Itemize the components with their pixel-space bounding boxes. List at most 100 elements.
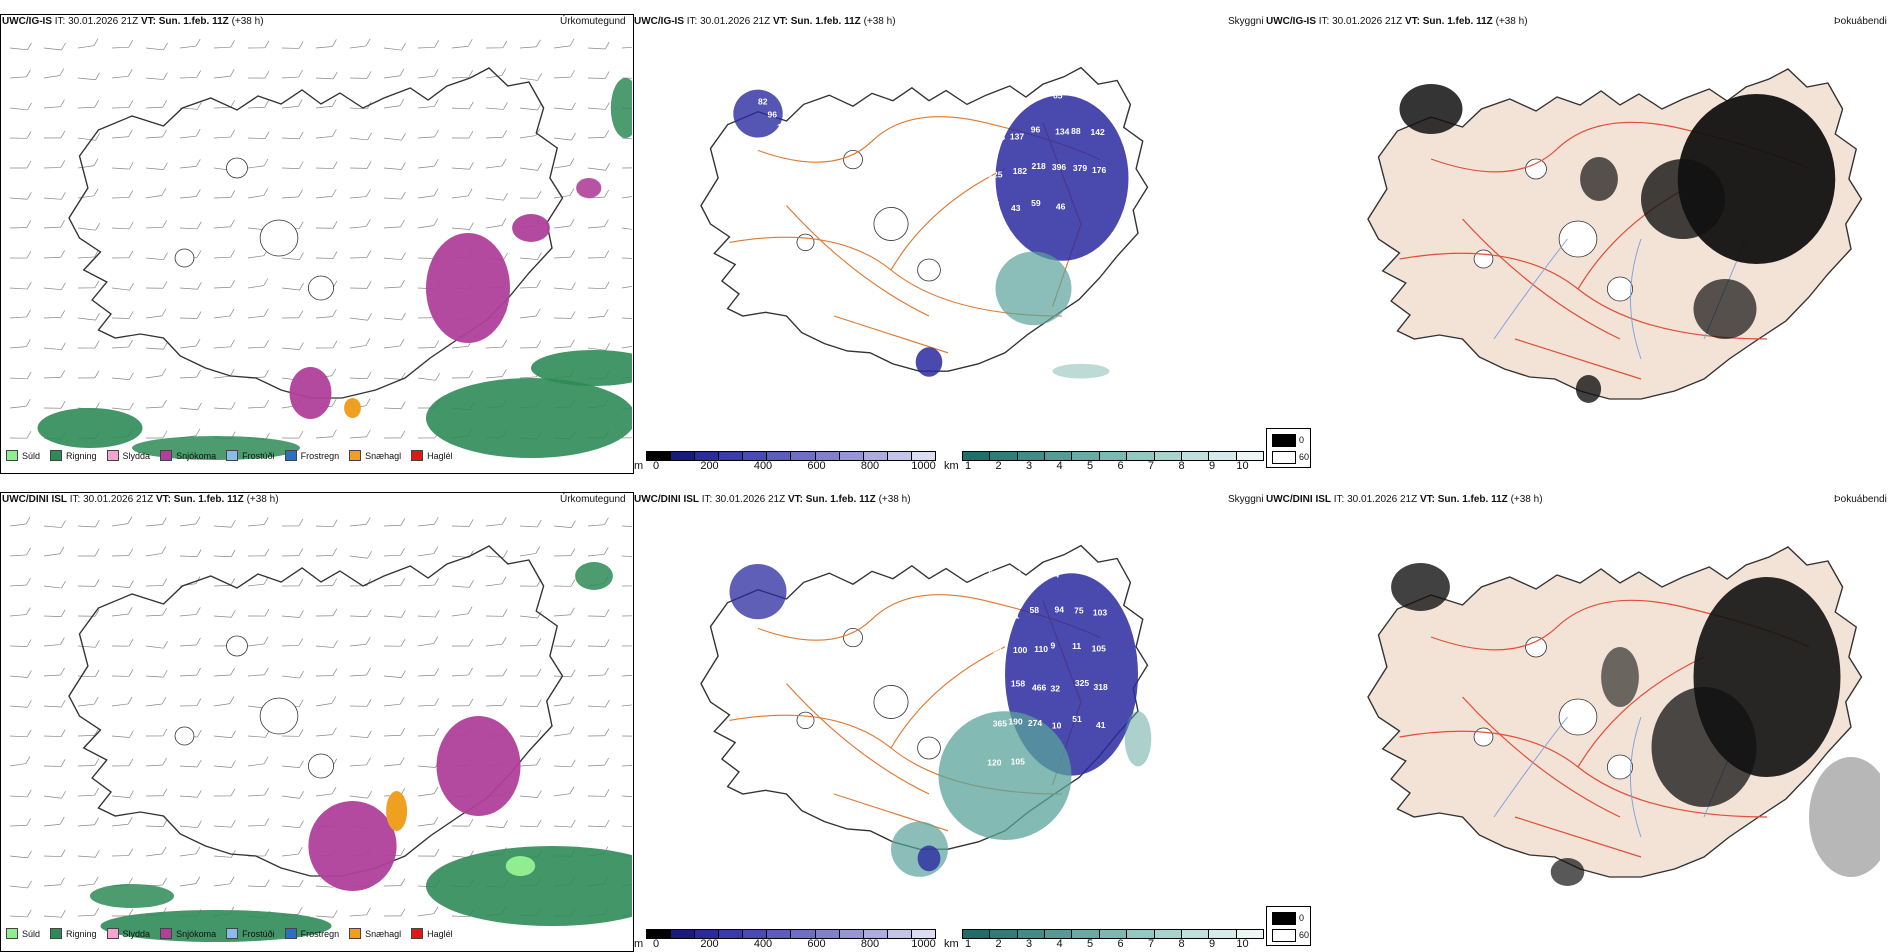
it-label: IT: bbox=[702, 494, 713, 505]
precip-legend-item: Slydda bbox=[107, 450, 151, 461]
precip-legend-label: Súld bbox=[22, 451, 40, 461]
precip-legend-swatch bbox=[411, 450, 423, 461]
precip-legend-item: Frostregn bbox=[285, 928, 340, 939]
ceiling-colorbar-bin bbox=[864, 930, 888, 938]
visibility-value-label: 120 bbox=[987, 758, 1002, 768]
rain-area bbox=[38, 408, 143, 448]
visibility-value-label: 142 bbox=[1091, 127, 1106, 137]
it-value: 30.01.2026 21Z bbox=[700, 16, 770, 27]
fog-legend-black bbox=[1272, 434, 1296, 447]
visibility-tick-label: 4 bbox=[1056, 460, 1062, 472]
it-label: IT: bbox=[70, 494, 81, 505]
ceiling-colorbar-bin bbox=[864, 452, 888, 460]
visibility-colorbar-bin bbox=[1045, 930, 1072, 938]
fog-panel-title: Þokuábendi bbox=[1834, 494, 1887, 505]
visibility-value-label: 59 bbox=[1031, 198, 1041, 208]
fog-legend-label-60: 60 bbox=[1299, 930, 1309, 940]
visibility-value-label: 105 bbox=[1011, 756, 1026, 766]
visibility-value-label: 69 bbox=[1093, 95, 1103, 105]
precip-legend-label: Slydda bbox=[123, 929, 151, 939]
it-label: IT: bbox=[55, 16, 66, 27]
visibility-colorbar-bin bbox=[1237, 930, 1263, 938]
ceiling-colorbar-bin bbox=[767, 452, 791, 460]
ceiling-colorbar-bin bbox=[743, 452, 767, 460]
reduced-visibility-area bbox=[1053, 364, 1110, 379]
ceiling-colorbar-bin bbox=[912, 452, 935, 460]
visibility-colorbar-bin bbox=[1209, 452, 1236, 460]
fog-area bbox=[1601, 647, 1639, 707]
ceiling-tick-label: 800 bbox=[861, 460, 879, 472]
rain-area bbox=[611, 78, 632, 138]
visibility-tick-label: 3 bbox=[1026, 938, 1032, 950]
precip-legend-item: Frostregn bbox=[285, 450, 340, 461]
ceiling-colorbar-bin bbox=[695, 452, 719, 460]
ceiling-unit: m bbox=[634, 938, 643, 950]
visibility-value-label: 41 bbox=[1096, 720, 1106, 730]
ceiling-colorbar-bin bbox=[719, 452, 743, 460]
visibility-colorbar-bin bbox=[1045, 452, 1072, 460]
ceiling-colorbar-bin bbox=[791, 930, 815, 938]
precip-legend-swatch bbox=[6, 928, 18, 939]
visibility-value-label: 96 bbox=[768, 109, 778, 119]
visibility-value-label: 325 bbox=[1075, 678, 1090, 688]
precip-legend-label: Snæhagl bbox=[365, 929, 401, 939]
ceiling-tick-label: 400 bbox=[754, 938, 772, 950]
visibility-value-label: 318 bbox=[1094, 682, 1109, 692]
precip-legend-item: Snjókoma bbox=[160, 928, 216, 939]
visibility-colorbar-bin bbox=[1100, 930, 1127, 938]
precip-legend-item: Haglél bbox=[411, 928, 453, 939]
visibility-colorbar-bin bbox=[963, 452, 990, 460]
visibility-value-label: 69 bbox=[1011, 569, 1021, 579]
reduced-visibility-area bbox=[1125, 711, 1152, 766]
fog-area bbox=[1551, 858, 1585, 886]
ceiling-tick-label: 0 bbox=[653, 938, 659, 950]
visibility-colorbar-bin bbox=[1127, 452, 1154, 460]
visibility-value-label: 51 bbox=[1072, 714, 1082, 724]
lead-time: (+38 h) bbox=[1511, 494, 1543, 505]
visibility-colorbar-bin bbox=[1018, 452, 1045, 460]
visibility-value-label: 65 bbox=[1053, 90, 1063, 100]
visibility-tick-label: 8 bbox=[1178, 938, 1184, 950]
visibility-value-label: 94 bbox=[1054, 605, 1064, 615]
visibility-unit: km bbox=[944, 938, 959, 950]
precip-legend-item: Súld bbox=[6, 450, 40, 461]
vt-label: VT: bbox=[1405, 16, 1420, 27]
visibility-value-label: 134 bbox=[1055, 127, 1070, 137]
low-ceiling-area bbox=[918, 846, 941, 872]
it-value: 30.01.2026 21Z bbox=[68, 16, 138, 27]
visibility-value-label: 11 bbox=[1072, 641, 1081, 651]
ceiling-colorbar-bin bbox=[695, 930, 719, 938]
precip-legend-label: Frostúði bbox=[242, 451, 275, 461]
precip-legend-item: Súld bbox=[6, 928, 40, 939]
visibility-unit: km bbox=[944, 460, 959, 472]
vt-label: VT: bbox=[773, 16, 788, 27]
visibility-colorbar-bin bbox=[963, 930, 990, 938]
it-label: IT: bbox=[1334, 494, 1345, 505]
precip-legend-swatch bbox=[160, 450, 172, 461]
visibility-colorbar-bin bbox=[1155, 452, 1182, 460]
precip-legend-label: Haglél bbox=[427, 929, 453, 939]
vt-label: VT: bbox=[156, 494, 171, 505]
visibility-tick-label: 1 bbox=[965, 938, 971, 950]
snow-area bbox=[512, 214, 550, 242]
ceiling-tick-label: 1000 bbox=[911, 938, 935, 950]
snow-area bbox=[436, 716, 520, 816]
fog-area bbox=[1694, 279, 1757, 339]
precip-legend-swatch bbox=[411, 928, 423, 939]
ceiling-colorbar-bin bbox=[816, 452, 840, 460]
reduced-visibility-area bbox=[996, 252, 1072, 326]
visibility-value-label: 137 bbox=[1010, 132, 1025, 142]
precip-legend-swatch bbox=[349, 450, 361, 461]
lead-time: (+38 h) bbox=[247, 494, 279, 505]
ceiling-colorbar-bin bbox=[719, 930, 743, 938]
lead-time: (+38 h) bbox=[1496, 16, 1528, 27]
reduced-visibility-area bbox=[891, 822, 948, 877]
precip-legend-item: Haglél bbox=[411, 450, 453, 461]
row-dini: UWC/DINI ISL IT: 30.01.2026 21Z VT: Sun.… bbox=[0, 492, 1900, 952]
rain-area bbox=[575, 562, 613, 590]
precip-legend-label: Snjókoma bbox=[176, 929, 216, 939]
precip-legend-item: Snjókoma bbox=[160, 450, 216, 461]
visibility-value-label: 32 bbox=[1050, 683, 1060, 693]
